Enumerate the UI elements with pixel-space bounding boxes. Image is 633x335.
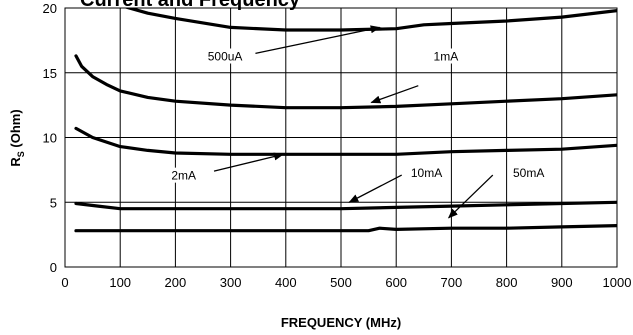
annotation-label: 1mA	[434, 50, 459, 64]
x-tick-label: 600	[385, 275, 407, 290]
chart-title: Current and Frequency	[80, 0, 301, 11]
x-tick-label: 800	[496, 275, 518, 290]
y-axis-title-sub: S	[16, 151, 26, 157]
x-tick-label: 400	[275, 275, 297, 290]
annotation-layer: 500uA 1mA 2mA 10mA 50mA	[169, 25, 547, 219]
annotation-arrow	[447, 174, 494, 219]
series-line-10ma	[74, 200, 617, 211]
x-tick-label: 700	[441, 275, 463, 290]
annotation-arrow	[255, 25, 381, 54]
series-line-2ma	[74, 126, 617, 156]
x-axis-title: FREQUENCY (MHz)	[281, 315, 401, 330]
series-layer	[74, 8, 617, 233]
y-tick-label: 0	[50, 260, 57, 275]
y-tick-label: 15	[43, 66, 57, 81]
annotation-label-bg	[169, 167, 199, 183]
annotation-label-bg	[510, 165, 547, 181]
plot-frame	[64, 7, 618, 268]
annotation-label: 10mA	[411, 166, 442, 180]
annotation-arrow	[348, 174, 403, 203]
x-tick-label: 100	[109, 275, 131, 290]
annotation-label-bg	[203, 48, 247, 64]
annotation-arrow	[213, 152, 285, 172]
annotation-label: 500uA	[208, 50, 243, 64]
annotation-label: 2mA	[171, 169, 196, 183]
annotation-label-bg	[408, 165, 445, 181]
y-axis-title-main: R	[8, 157, 23, 167]
series-line-50ma	[74, 224, 617, 233]
y-tick-label: 10	[43, 131, 57, 146]
annotation-label: 50mA	[513, 166, 544, 180]
series-line-500ua	[123, 8, 617, 32]
y-axis-title: RS (Ohm)	[8, 109, 26, 166]
series-line-1ma	[74, 54, 617, 110]
annotation-label-bg	[431, 48, 461, 64]
tick-layer: 0 100 200 300 400 500 600 700 800 900 1000 0 5 10 15 20	[43, 1, 632, 290]
x-tick-label: 500	[330, 275, 352, 290]
annotation-arrow	[370, 85, 419, 104]
x-tick-label: 1000	[603, 275, 632, 290]
x-tick-label: 900	[551, 275, 573, 290]
x-tick-label: 0	[61, 275, 68, 290]
x-tick-label: 200	[165, 275, 187, 290]
y-tick-label: 5	[50, 195, 57, 210]
y-tick-label: 20	[43, 1, 57, 16]
x-tick-label: 300	[220, 275, 242, 290]
y-axis-title-unit: (Ohm)	[8, 109, 23, 151]
